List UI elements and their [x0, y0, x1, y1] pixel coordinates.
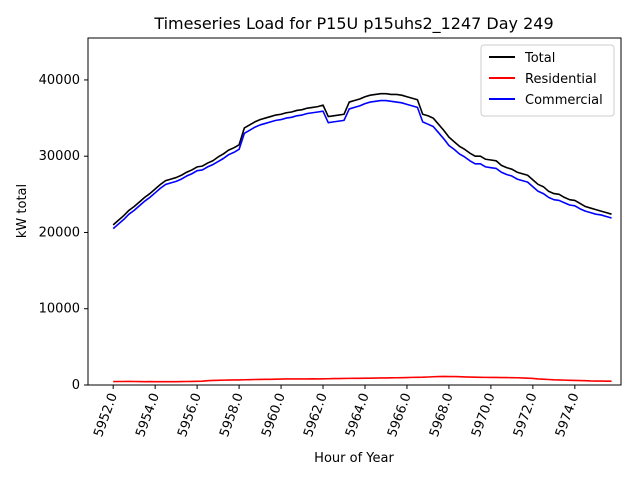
- series-line-total: [112, 92, 612, 226]
- x-tick-label: 5956.0: [175, 391, 205, 439]
- x-tick-label: 5974.0: [553, 391, 583, 439]
- x-axis-label: Hour of Year: [314, 451, 394, 466]
- x-tick-label: 5952.0: [91, 391, 121, 439]
- chart-title: Timeseries Load for P15U p15uhs2_1247 Da…: [153, 14, 553, 34]
- x-tick-label: 5966.0: [385, 391, 415, 439]
- x-axis: 5952.0 5954.0 5956.0 5958.0 5960.0 5962.0 5964…: [91, 385, 583, 439]
- y-tick-label: 30000: [39, 149, 80, 164]
- plot-frame: [87, 37, 622, 386]
- series-line-commercial: [112, 99, 612, 230]
- x-tick-label: 5970.0: [469, 391, 499, 439]
- x-tick-label: 5954.0: [133, 391, 163, 439]
- legend-label-total: Total: [524, 51, 555, 66]
- plot-lines: [112, 92, 612, 383]
- y-tick-label: 0: [72, 378, 80, 393]
- y-tick-label: 10000: [39, 302, 80, 317]
- y-tick-label: 20000: [39, 225, 80, 240]
- legend-label-commercial: Commercial: [525, 93, 603, 108]
- legend: Total Residential Commercial: [480, 44, 615, 117]
- series-line-residential: [113, 375, 612, 383]
- x-tick-label: 5960.0: [259, 391, 289, 439]
- x-tick-label: 5972.0: [511, 391, 541, 439]
- x-tick-label: 5968.0: [427, 391, 457, 439]
- legend-label-residential: Residential: [525, 72, 597, 87]
- y-tick-label: 40000: [39, 73, 80, 88]
- y-axis-label: kW total: [15, 184, 30, 238]
- x-tick-label: 5962.0: [301, 391, 331, 439]
- x-tick-label: 5964.0: [343, 391, 373, 439]
- x-tick-label: 5958.0: [217, 391, 247, 439]
- y-axis: 0 10000 20000 30000 40000: [39, 73, 88, 393]
